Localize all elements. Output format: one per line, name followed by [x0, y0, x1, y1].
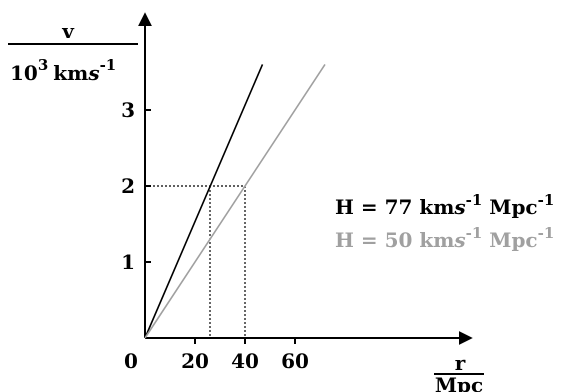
series-line-1	[144, 64, 264, 339]
x-axis-label: r Mpc	[434, 351, 484, 392]
x-tick-label: 0	[124, 349, 138, 373]
x-axis-label-numerator: r	[455, 351, 466, 375]
tick-group: 0 20 40 60 1 2 3	[121, 98, 309, 373]
series-line-2	[144, 63, 326, 339]
x-axis-label-denominator: Mpc	[435, 373, 483, 392]
reference-lines	[145, 185, 246, 338]
x-tick-label: 60	[281, 349, 309, 373]
y-tick-label: 3	[121, 98, 135, 122]
legend-entry-1: H = 77 kms-1 Mpc-1	[335, 191, 554, 219]
x-tick-label: 20	[181, 349, 209, 373]
y-tick-label: 2	[121, 174, 135, 198]
y-axis-label: v 103 kms-1	[8, 19, 138, 85]
y-tick-label: 1	[121, 250, 135, 274]
x-tick-label: 40	[231, 349, 259, 373]
series-group	[144, 63, 326, 339]
y-axis-label-denominator: 103 kms-1	[10, 56, 116, 85]
y-axis-label-numerator: v	[61, 19, 75, 43]
legend: H = 77 kms-1 Mpc-1 H = 50 kms-1 Mpc-1	[335, 191, 554, 252]
legend-entry-2: H = 50 kms-1 Mpc-1	[335, 224, 554, 252]
